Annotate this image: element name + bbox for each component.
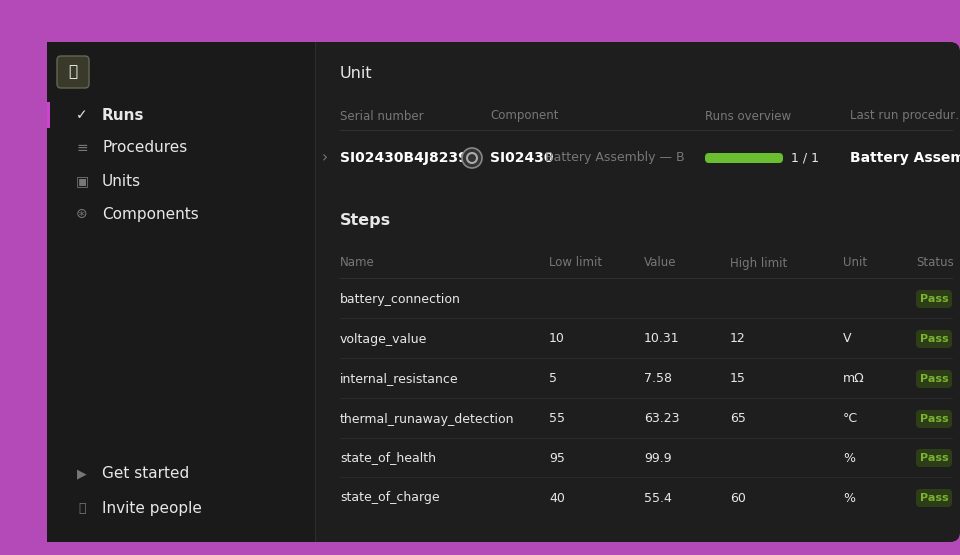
Text: %: %	[843, 492, 855, 504]
Text: Component: Component	[490, 109, 559, 123]
Text: Low limit: Low limit	[549, 256, 602, 270]
Text: 55.4: 55.4	[644, 492, 672, 504]
Text: Get started: Get started	[102, 467, 189, 482]
Text: Invite people: Invite people	[102, 501, 202, 516]
FancyBboxPatch shape	[916, 330, 952, 348]
Text: 👤: 👤	[79, 502, 85, 514]
Text: %: %	[843, 452, 855, 465]
Text: Status: Status	[916, 256, 953, 270]
Text: SI02430B4J82397: SI02430B4J82397	[340, 151, 477, 165]
Text: Pass: Pass	[920, 334, 948, 344]
Text: 10.31: 10.31	[644, 332, 680, 346]
Text: ▶: ▶	[77, 467, 86, 481]
Text: ≡: ≡	[76, 141, 87, 155]
Text: 65: 65	[730, 412, 746, 426]
Text: ▣: ▣	[76, 174, 88, 188]
Text: High limit: High limit	[730, 256, 787, 270]
Text: Components: Components	[102, 206, 199, 221]
Text: Value: Value	[644, 256, 677, 270]
Text: ›: ›	[322, 150, 328, 165]
FancyBboxPatch shape	[916, 489, 952, 507]
Text: Serial number: Serial number	[340, 109, 423, 123]
Text: battery_connection: battery_connection	[340, 292, 461, 305]
Text: Steps: Steps	[340, 214, 391, 229]
Text: 60: 60	[730, 492, 746, 504]
Text: 63.23: 63.23	[644, 412, 680, 426]
FancyBboxPatch shape	[705, 153, 783, 163]
Text: Pass: Pass	[920, 493, 948, 503]
Circle shape	[462, 148, 482, 168]
Text: Units: Units	[102, 174, 141, 189]
Text: 12: 12	[730, 332, 746, 346]
FancyBboxPatch shape	[57, 56, 89, 88]
Text: Procedures: Procedures	[102, 140, 187, 155]
Text: °C: °C	[843, 412, 858, 426]
Text: Unit: Unit	[843, 256, 867, 270]
Text: Pass: Pass	[920, 294, 948, 304]
FancyBboxPatch shape	[916, 410, 952, 428]
Text: Pass: Pass	[920, 414, 948, 424]
Bar	[315, 42, 316, 542]
Text: Battery Assembly: Battery Assembly	[850, 151, 960, 165]
Text: Last run procedur…: Last run procedur…	[850, 109, 960, 123]
Text: internal_resistance: internal_resistance	[340, 372, 459, 386]
Text: Runs overview: Runs overview	[705, 109, 791, 123]
Text: thermal_runaway_detection: thermal_runaway_detection	[340, 412, 515, 426]
Text: 1 / 1: 1 / 1	[791, 152, 819, 164]
Text: ⊛: ⊛	[76, 207, 87, 221]
Bar	[47, 42, 315, 542]
Text: state_of_health: state_of_health	[340, 452, 436, 465]
Text: 95: 95	[549, 452, 564, 465]
Text: Pass: Pass	[920, 453, 948, 463]
Text: 55: 55	[549, 412, 565, 426]
Text: V: V	[843, 332, 852, 346]
FancyBboxPatch shape	[916, 449, 952, 467]
Text: 40: 40	[549, 492, 564, 504]
Text: 7.58: 7.58	[644, 372, 672, 386]
FancyBboxPatch shape	[47, 42, 960, 542]
Text: 10: 10	[549, 332, 564, 346]
Text: Pass: Pass	[920, 374, 948, 384]
Text: 15: 15	[730, 372, 746, 386]
Text: 🤖: 🤖	[68, 64, 78, 79]
Text: Runs: Runs	[102, 108, 145, 123]
Text: voltage_value: voltage_value	[340, 332, 427, 346]
FancyBboxPatch shape	[916, 370, 952, 388]
Text: mΩ: mΩ	[843, 372, 865, 386]
Text: SI02430: SI02430	[490, 151, 554, 165]
Text: 99.9: 99.9	[644, 452, 672, 465]
Text: Name: Name	[340, 256, 374, 270]
Text: Unit: Unit	[340, 67, 372, 82]
Bar	[47, 102, 50, 128]
Text: state_of_charge: state_of_charge	[340, 492, 440, 504]
FancyBboxPatch shape	[916, 290, 952, 308]
Text: 5: 5	[549, 372, 557, 386]
Text: Battery Assembly — B: Battery Assembly — B	[545, 152, 684, 164]
Text: ✓: ✓	[76, 108, 87, 122]
